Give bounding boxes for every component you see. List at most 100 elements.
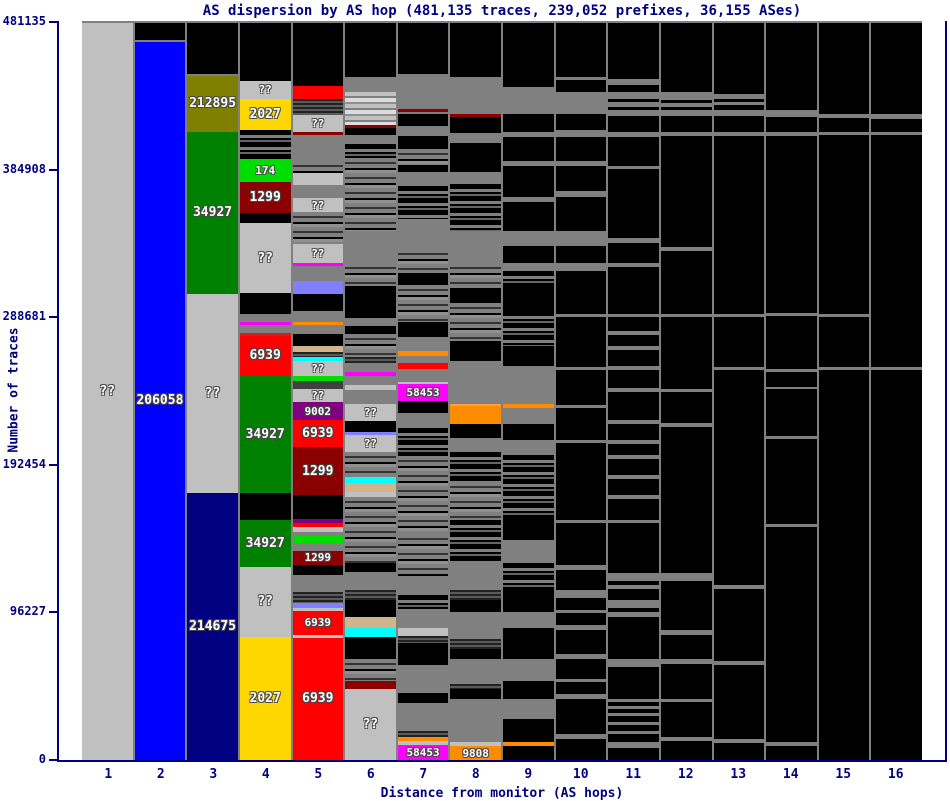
bar-segment: [608, 519, 659, 523]
x-tick-label: 9: [524, 767, 533, 782]
bar-segment: [450, 639, 501, 650]
bar-segment: [292, 380, 344, 389]
bar-segment: [397, 249, 449, 273]
bar-hop-12: [658, 21, 712, 760]
as-label: 9808: [462, 746, 489, 760]
bar-segment: [608, 607, 659, 612]
bar-segment: [555, 366, 607, 370]
bar-segment: [608, 713, 659, 717]
bar-segment: [239, 292, 291, 314]
bar-segment: [503, 699, 554, 720]
bar-segment: [450, 684, 501, 690]
bar-segment: [503, 131, 554, 137]
bar-segment: ??: [187, 293, 238, 494]
bar-segment: [345, 562, 396, 572]
bar-segment: [345, 325, 396, 334]
bar-segment: [345, 91, 396, 125]
bar-segment: [871, 118, 922, 132]
as-label: 2027: [249, 690, 281, 706]
bar-segment: [713, 743, 765, 761]
bar-segment: 1299: [239, 182, 291, 214]
bar-segment: [766, 312, 817, 316]
bar-segment: 6939: [239, 335, 291, 376]
as-label: ??: [258, 83, 272, 97]
bar-segment: [713, 739, 765, 744]
bar-segment: [345, 659, 396, 682]
chart-title: AS dispersion by AS hop (481,135 traces,…: [202, 3, 802, 19]
bar-segment: [239, 324, 291, 333]
bar-segment: [608, 238, 659, 244]
bar-segment: [871, 131, 922, 135]
bar-segment: [503, 742, 554, 747]
bar-segment: ??: [292, 388, 344, 403]
as-label: 34927: [245, 535, 285, 551]
bar-hop-1: ??: [82, 21, 133, 760]
bar-segment: [292, 131, 344, 135]
bar-segment: [292, 607, 344, 611]
bar-segment: [713, 665, 765, 740]
bar-segment: [555, 91, 607, 114]
bar-segment: [766, 439, 817, 524]
bar-segment: [555, 129, 607, 137]
bar-segment: [345, 452, 396, 478]
bar-segment: [450, 23, 501, 72]
bar-segment: [555, 682, 607, 695]
bar-segment: [397, 575, 449, 595]
bar-segment: [608, 584, 659, 589]
bar-segment: [713, 115, 765, 132]
bar-segment: [503, 197, 554, 203]
bar-segment: [608, 495, 659, 500]
bar-segment: [292, 263, 344, 267]
bar-segment: [397, 148, 449, 165]
bar-segment: [450, 699, 501, 743]
bar-segment: 214675: [187, 493, 238, 760]
y-tick-label: 288681: [2, 309, 46, 324]
bar-segment: [450, 184, 501, 232]
bar-hop-9: [501, 21, 554, 761]
as-label: ??: [257, 250, 274, 266]
bar-segment: ??: [345, 435, 396, 453]
bar-segment: [239, 313, 291, 322]
bar-segment: [503, 681, 554, 700]
bar-segment: [608, 499, 659, 520]
bar-segment: [345, 375, 396, 385]
x-tick-label: 13: [730, 767, 747, 782]
bar-segment: [503, 539, 554, 563]
y-tick-label: 96227: [9, 604, 46, 619]
bar-segment: [450, 287, 501, 303]
x-tick-label: 5: [314, 767, 323, 782]
plot-area: ?? 206058 212895 34927?? 214675?? 2027 174 1299…: [82, 21, 922, 761]
bar-segment: [397, 594, 449, 609]
bar-segment: [503, 627, 554, 660]
bar-segment: [660, 91, 712, 100]
bar-segment: [766, 389, 817, 437]
bar-segment: [555, 734, 607, 740]
bar-segment: [660, 99, 712, 103]
bar-segment: [503, 136, 554, 162]
bar-segment: [713, 588, 765, 662]
bar-segment: [450, 404, 501, 407]
bar-segment: [713, 661, 765, 666]
bar-segment: [555, 23, 607, 72]
bar-segment: [608, 420, 659, 425]
bar-segment: [450, 302, 501, 341]
bar-segment: [292, 161, 344, 174]
bar-segment: [660, 388, 712, 393]
bar-segment: 1299: [292, 447, 344, 496]
bar-segment: [608, 742, 659, 749]
bar-segment: [608, 349, 659, 366]
bar-hop-13: [711, 21, 765, 761]
bar-segment: [660, 580, 712, 630]
bar-segment: [397, 369, 449, 382]
bar-segment: [292, 526, 344, 532]
bar-segment: [345, 599, 396, 617]
bar-segment: [608, 725, 659, 732]
bar-segment: [608, 166, 659, 170]
bar-segment: [503, 408, 554, 425]
bar-segment: [555, 629, 607, 655]
bar-segment: [766, 109, 817, 117]
x-tick-label: 7: [419, 767, 428, 782]
bar-segment: [608, 611, 659, 617]
bar-segment: [397, 636, 449, 643]
bar-segment: [608, 392, 659, 421]
